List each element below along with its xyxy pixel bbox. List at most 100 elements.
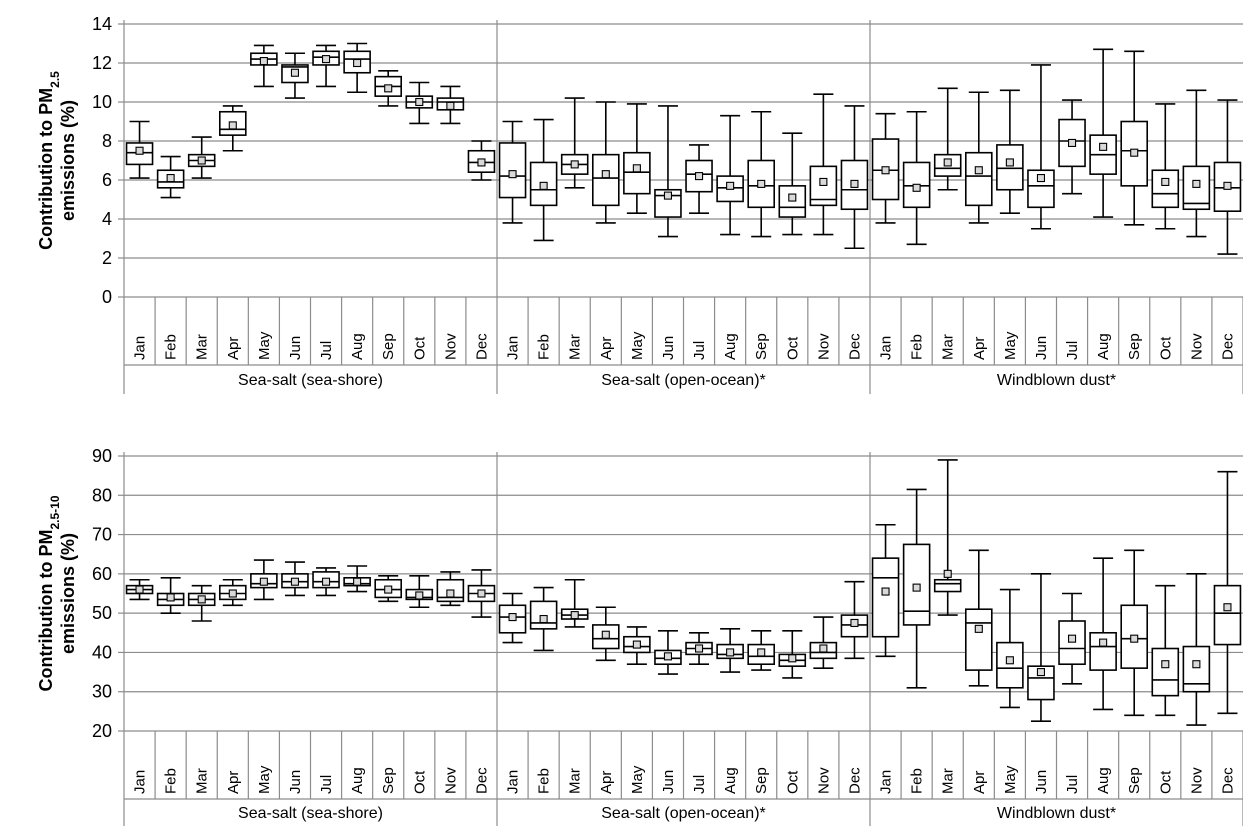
x-tick-label: Aug xyxy=(722,767,739,794)
x-tick-label: Aug xyxy=(349,333,366,360)
x-tick-label: May xyxy=(256,765,273,794)
mean-marker xyxy=(974,166,983,175)
box-jul-30 xyxy=(1058,99,1086,195)
x-tick-label: Jun xyxy=(1033,336,1050,360)
box-feb-13 xyxy=(529,118,558,242)
x-tick-label: Apr xyxy=(598,337,615,360)
box-apr-15 xyxy=(591,606,620,662)
group-label: Sea-salt (open-ocean)* xyxy=(601,805,766,822)
x-tick-label: Jan xyxy=(132,770,149,794)
mean-marker xyxy=(943,158,952,167)
mean-marker xyxy=(135,585,144,594)
mean-marker xyxy=(1223,603,1232,612)
iqr-box xyxy=(871,557,900,638)
x-tick-label: Jan xyxy=(132,336,149,360)
y-tick-label: 8 xyxy=(102,131,112,151)
box-may-4 xyxy=(250,44,278,88)
box-jan-12 xyxy=(498,592,527,644)
box-jul-6 xyxy=(312,567,340,597)
group-label: Windblown dust* xyxy=(997,805,1116,822)
pm25-10-panel: 20 30 40 50 60 70 80 90 Jan Feb Mar Apr May Jun Jul Aug… xyxy=(36,446,1243,826)
box-oct-21 xyxy=(778,132,807,236)
box-feb-1 xyxy=(156,155,185,199)
x-tick-label: May xyxy=(1002,765,1019,794)
x-tick-label: Jun xyxy=(287,770,304,794)
box-jan-24 xyxy=(871,523,900,658)
mean-marker xyxy=(353,577,362,586)
x-tick-label: Feb xyxy=(163,768,180,794)
box-sep-20 xyxy=(747,630,776,671)
x-tick-label: Jan xyxy=(878,336,895,360)
mean-marker xyxy=(912,583,921,592)
y-tick-label: 90 xyxy=(92,446,112,466)
y-tick-label: 2 xyxy=(102,248,112,268)
mean-marker xyxy=(1223,181,1232,190)
box-dec-23 xyxy=(840,105,869,250)
x-tick-label: Jun xyxy=(287,336,304,360)
mean-marker xyxy=(446,589,455,598)
y-tick-label: 20 xyxy=(92,721,112,741)
x-tick-label: Feb xyxy=(909,334,926,360)
mean-marker xyxy=(384,585,393,594)
mean-marker xyxy=(135,146,144,155)
mean-marker xyxy=(1192,660,1201,669)
box-jun-5 xyxy=(281,52,309,99)
x-tick-label: Jun xyxy=(1033,770,1050,794)
box-dec-11 xyxy=(467,140,496,181)
mean-marker xyxy=(632,164,641,173)
box-mar-26 xyxy=(933,87,962,191)
x-tick-label: Jan xyxy=(505,770,522,794)
x-tick-label: Aug xyxy=(1095,333,1112,360)
x-tick-label: Jul xyxy=(318,341,335,360)
box-feb-25 xyxy=(902,488,931,689)
pm25-panel: 0 2 4 6 8 10 12 14 Jan Feb Mar Apr May Jun Jul Aug Sep Oc… xyxy=(36,14,1243,394)
x-tick-label: Mar xyxy=(194,768,211,794)
x-tick-label: Jul xyxy=(691,341,708,360)
iqr-box xyxy=(1089,631,1117,671)
mean-marker xyxy=(259,56,268,66)
box-nov-10 xyxy=(436,85,465,125)
x-tick-label: Apr xyxy=(971,771,988,794)
x-tick-label: Dec xyxy=(846,333,863,360)
box-feb-1 xyxy=(156,576,185,614)
mean-marker xyxy=(570,611,579,620)
x-tick-label: Oct xyxy=(411,770,428,794)
box-sep-32 xyxy=(1120,50,1149,226)
y-tick-label: 50 xyxy=(92,603,112,623)
x-tick-label: Sep xyxy=(1126,333,1143,360)
box-aug-19 xyxy=(716,114,744,236)
box-mar-2 xyxy=(187,136,216,179)
mean-marker xyxy=(1067,634,1077,643)
iqr-box xyxy=(1151,169,1180,209)
x-tick-label: Dec xyxy=(1219,333,1236,360)
mean-marker xyxy=(353,58,362,68)
mean-marker xyxy=(539,181,548,190)
box-may-4 xyxy=(250,559,278,601)
mean-marker xyxy=(757,179,766,188)
box-apr-3 xyxy=(218,105,247,152)
box-sep-8 xyxy=(374,70,403,107)
mean-marker xyxy=(1067,138,1077,147)
x-tick-label: Aug xyxy=(722,333,739,360)
y-tick-label: 30 xyxy=(92,682,112,702)
iqr-box xyxy=(964,608,993,671)
mean-marker xyxy=(508,613,517,622)
mean-marker xyxy=(1005,656,1014,665)
box-aug-31 xyxy=(1089,48,1117,218)
mean-marker xyxy=(1130,148,1139,157)
mean-marker xyxy=(197,595,206,604)
box-jul-18 xyxy=(685,631,713,666)
group-label: Sea-salt (sea-shore) xyxy=(238,805,383,822)
mean-marker xyxy=(166,174,175,183)
box-mar-14 xyxy=(560,578,589,628)
mean-marker xyxy=(384,84,393,93)
x-tick-label: Nov xyxy=(815,767,832,794)
box-sep-32 xyxy=(1120,549,1149,717)
box-jan-12 xyxy=(498,120,527,224)
box-jul-6 xyxy=(312,44,340,88)
mean-marker xyxy=(197,156,206,165)
x-tick-label: Nov xyxy=(1188,333,1205,360)
box-oct-9 xyxy=(405,81,434,125)
